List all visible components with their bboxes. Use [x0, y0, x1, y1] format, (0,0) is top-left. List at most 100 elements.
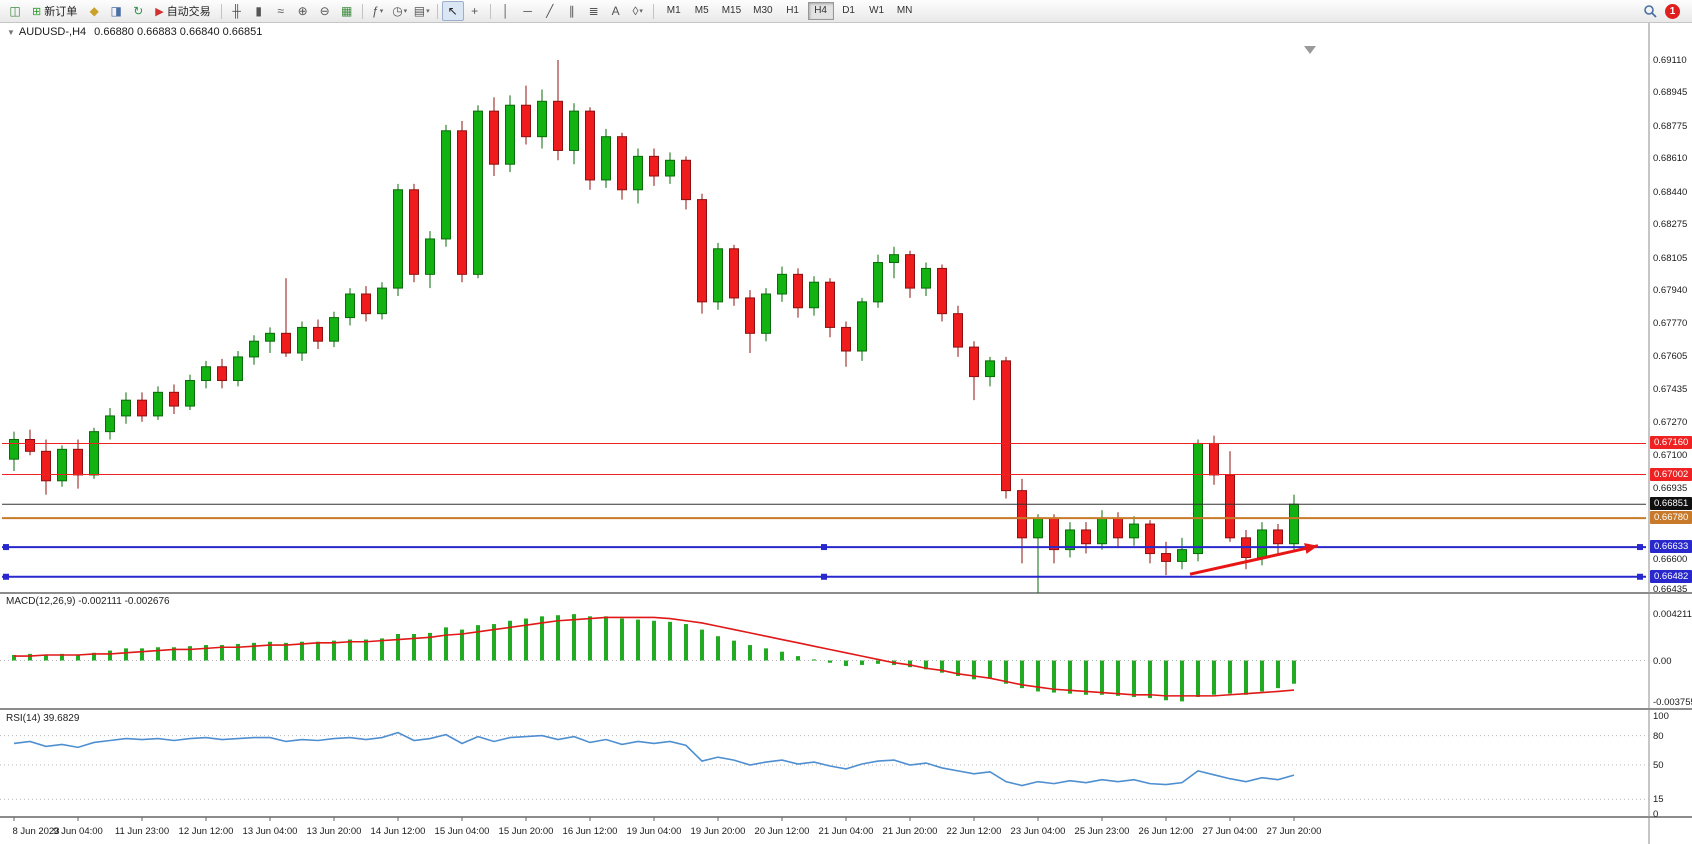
- time-axis-label[interactable]: 12 Jun 12:00: [178, 826, 234, 837]
- price-axis-label: 0.67435: [1653, 384, 1688, 396]
- macd-signal-line: [14, 616, 1295, 697]
- macd-indicator-label: MACD(12,26,9) -0.002111 -0.002676: [6, 596, 170, 607]
- timeframe-mn[interactable]: MN: [896, 5, 913, 16]
- search-icon[interactable]: [1639, 1, 1661, 21]
- time-axis-label[interactable]: 14 Jun 12:00: [370, 826, 426, 837]
- shapes-icon[interactable]: ◊ ▾: [632, 4, 643, 18]
- price-axis-label: 0.68105: [1653, 252, 1688, 264]
- crosshair-icon[interactable]: +: [471, 4, 479, 18]
- timeframe-h1[interactable]: H1: [786, 5, 799, 16]
- chart-area[interactable]: ▼ AUDUSD-,H4 0.66880 0.66883 0.66840 0.668…: [0, 23, 1692, 844]
- horizontal-line-icon[interactable]: ─: [523, 4, 532, 18]
- trendline-icon[interactable]: ╱: [546, 4, 554, 18]
- time-axis-label[interactable]: 13 Jun 20:00: [306, 826, 362, 837]
- chart-header: ▼ AUDUSD-,H4 0.66880 0.66883 0.66840 0.668…: [7, 26, 262, 38]
- panel-separators[interactable]: [0, 592, 1692, 818]
- time-axis-label[interactable]: 16 Jun 12:00: [562, 826, 618, 837]
- price-axis-label: 0.68275: [1653, 219, 1688, 231]
- time-axis-label[interactable]: 15 Jun 04:00: [434, 826, 490, 837]
- timeframe-group: M1 M5 M15 M30 H1 H4 D1 W1 MN: [660, 2, 919, 20]
- price-axis-label: 0.68945: [1653, 87, 1688, 99]
- cursor-icon[interactable]: ↖: [441, 1, 464, 21]
- price-axis-label: 0.68610: [1653, 153, 1688, 165]
- macd-axis-label: -0.003755: [1653, 697, 1692, 708]
- price-axis-label: 0.67605: [1653, 350, 1688, 362]
- time-axis-label[interactable]: 15 Jun 20:00: [498, 826, 554, 837]
- timeframe-m30[interactable]: M30: [753, 5, 773, 16]
- time-axis-label[interactable]: 27 Jun 04:00: [1202, 826, 1258, 837]
- rsi-line: [13, 731, 1295, 787]
- fibonacci-icon[interactable]: ≣: [588, 4, 599, 18]
- alerts-icon[interactable]: ◆: [89, 4, 99, 18]
- time-axis-label[interactable]: 8 Jun 2023: [12, 826, 60, 837]
- price-axis-label: 0.67770: [1653, 318, 1688, 330]
- time-axis-label[interactable]: 20 Jun 12:00: [754, 826, 810, 837]
- time-axis-label[interactable]: 21 Jun 20:00: [882, 826, 938, 837]
- chart-shift-marker[interactable]: [1304, 46, 1316, 54]
- refresh-icon[interactable]: ↻: [133, 4, 144, 18]
- price-badge: 0.67160: [1650, 436, 1692, 450]
- price-badge: 0.66482: [1650, 569, 1692, 583]
- line-chart-icon[interactable]: ≈: [277, 4, 284, 18]
- market-watch-icon[interactable]: ◨: [110, 4, 122, 18]
- time-axis-label[interactable]: 13 Jun 04:00: [242, 826, 298, 837]
- candles-layer: [9, 60, 1299, 593]
- bar-chart-icon[interactable]: ╫: [232, 4, 241, 18]
- macd-axis-label: 0.00: [1653, 655, 1672, 667]
- price-axis-label: 0.66435: [1653, 584, 1688, 595]
- timeframe-d1[interactable]: D1: [842, 5, 855, 16]
- trend-arrow[interactable]: [1189, 543, 1319, 576]
- time-axis-label[interactable]: 23 Jun 04:00: [1010, 826, 1066, 837]
- candlestick-chart-icon[interactable]: ▮: [255, 4, 262, 18]
- chart-window-icon[interactable]: ◫: [9, 4, 21, 18]
- toolbar-items: ◫ ⊞ 新订单 ◆ ◨ ↻ ▶ 自动交易 ╫ ▮ ≈ ⊕ ⊖ ▦ ƒ ▾ ◷ ▾ ▤ ▾ ↖ + │ ─ ╱ ∥ ≣ A ◊ ▾: [4, 1, 658, 21]
- toolbar: ◫ ⊞ 新订单 ◆ ◨ ↻ ▶ 自动交易 ╫ ▮ ≈ ⊕ ⊖ ▦ ƒ ▾ ◷ ▾ ▤ ▾ ↖ + │ ─ ╱ ∥ ≣ A ◊ ▾ M1 M5…: [0, 0, 1692, 23]
- time-axis-label[interactable]: 19 Jun 04:00: [626, 826, 682, 837]
- zoom-out-icon[interactable]: ⊖: [319, 4, 330, 18]
- zoom-in-icon[interactable]: ⊕: [297, 4, 308, 18]
- price-axis-label: 0.67100: [1653, 450, 1688, 462]
- chevron-down-icon[interactable]: ▼: [7, 28, 15, 37]
- toolbar-separator: [652, 3, 654, 19]
- time-axis-label[interactable]: 27 Jun 20:00: [1266, 826, 1322, 837]
- price-axis-label: 0.66935: [1653, 482, 1688, 494]
- toolbar-separator: [220, 3, 222, 19]
- ohlc-values: 0.66880 0.66883 0.66840 0.66851: [94, 26, 263, 38]
- time-axis-label[interactable]: 25 Jun 23:00: [1074, 826, 1130, 837]
- timeframe-h4[interactable]: H4: [807, 2, 834, 20]
- macd-axis-label: 0.004211: [1653, 609, 1692, 620]
- indicators-icon[interactable]: ƒ ▾: [372, 4, 384, 18]
- time-axis-label[interactable]: 26 Jun 12:00: [1138, 826, 1194, 837]
- vertical-line-icon[interactable]: │: [501, 4, 510, 18]
- price-badge: 0.66851: [1650, 497, 1692, 511]
- rsi-axis-label: 15: [1653, 794, 1664, 806]
- time-axis-label[interactable]: 9 Jun 04:00: [53, 826, 103, 837]
- rsi-axis-label: 0: [1653, 809, 1659, 820]
- toolbar-separator: [489, 3, 491, 19]
- time-axis-label[interactable]: 19 Jun 20:00: [690, 826, 746, 837]
- toolbar-separator: [436, 3, 438, 19]
- timeframe-m1[interactable]: M1: [666, 5, 681, 16]
- time-axis-label[interactable]: 22 Jun 12:00: [946, 826, 1002, 837]
- rsi-axis-label: 80: [1653, 730, 1664, 742]
- autotrade-button[interactable]: ▶ 自动交易: [155, 5, 211, 19]
- timeframe-m5[interactable]: M5: [694, 5, 709, 16]
- tile-windows-icon[interactable]: ▦: [341, 4, 353, 18]
- levels-layer[interactable]: [2, 442, 1646, 580]
- channel-icon[interactable]: ∥: [568, 4, 575, 18]
- templates-icon[interactable]: ▤ ▾: [413, 4, 430, 18]
- price-axis-label: 0.68440: [1653, 186, 1688, 198]
- price-axis-label: 0.68775: [1653, 120, 1688, 132]
- periods-icon[interactable]: ◷ ▾: [392, 4, 408, 18]
- time-axis-label[interactable]: 11 Jun 23:00: [114, 826, 170, 837]
- time-axis-label[interactable]: 21 Jun 04:00: [818, 826, 874, 837]
- timeframe-w1[interactable]: W1: [869, 5, 885, 16]
- timeframe-m15[interactable]: M15: [721, 5, 742, 16]
- price-badge: 0.66780: [1650, 511, 1692, 525]
- indicator-levels: [0, 660, 1649, 800]
- chart-canvas[interactable]: [0, 23, 1692, 844]
- notification-badge[interactable]: 1: [1665, 3, 1680, 19]
- new-order-button[interactable]: ⊞ 新订单: [32, 5, 78, 19]
- text-icon[interactable]: A: [611, 4, 620, 18]
- macd-histogram: [12, 614, 1296, 702]
